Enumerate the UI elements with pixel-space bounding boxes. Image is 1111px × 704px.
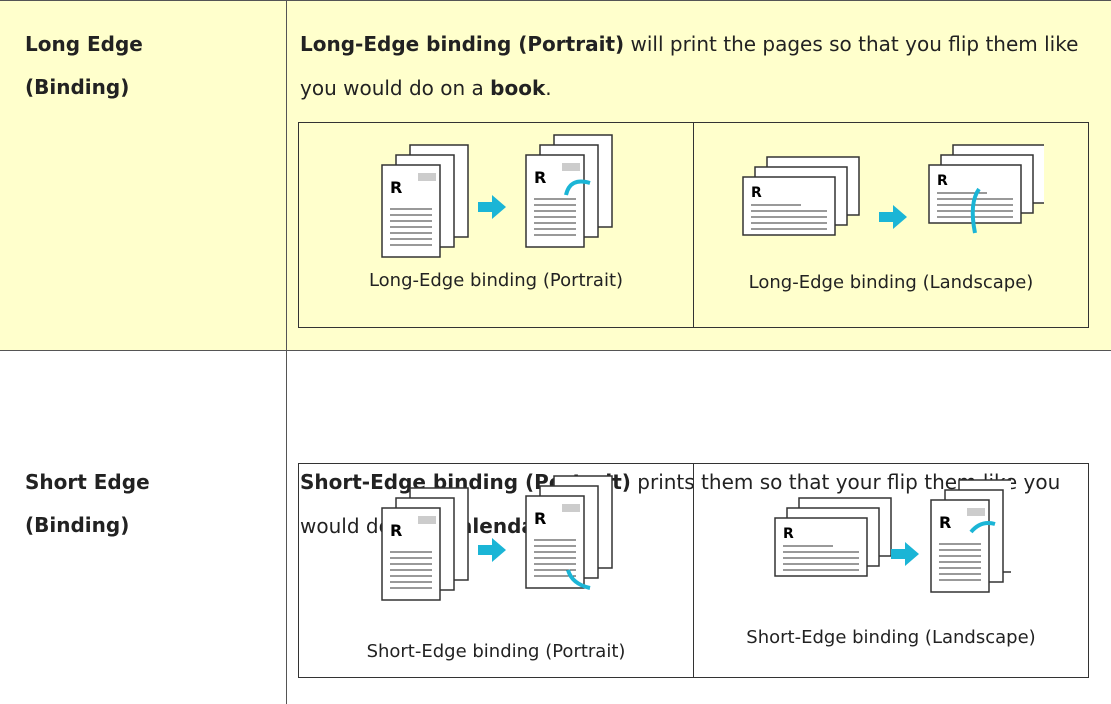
label-line: Short Edge	[25, 470, 150, 494]
text: .	[545, 76, 552, 100]
column-divider	[286, 0, 287, 704]
caption: Long-Edge binding (Portrait)	[368, 270, 624, 291]
figure-table: Short-Edge binding (Portrait) Short-Edge…	[298, 463, 1089, 678]
illustration	[739, 137, 1044, 269]
illustration	[771, 468, 1011, 616]
label-line: (Binding)	[25, 513, 130, 537]
label-line: Long Edge	[25, 32, 143, 56]
caption: Short-Edge binding (Portrait)	[366, 641, 626, 662]
text: will print the pages so that you flip th…	[300, 32, 1079, 100]
figure-cell: Short-Edge binding (Landscape)	[693, 464, 1088, 677]
figure-cell: Long-Edge binding (Portrait)	[299, 123, 693, 327]
bold-text: book	[490, 76, 546, 100]
caption: Long-Edge binding (Landscape)	[748, 272, 1034, 293]
figure-cell: Short-Edge binding (Portrait)	[299, 464, 693, 677]
row-label: Short Edge (Binding)	[25, 461, 150, 547]
illustration	[376, 468, 616, 616]
illustration	[376, 127, 616, 267]
figure-cell: Long-Edge binding (Landscape)	[693, 123, 1088, 327]
row-label: Long Edge (Binding)	[25, 23, 143, 109]
figure-table: Long-Edge binding (Portrait) Long-Edge b…	[298, 122, 1089, 328]
label-line: (Binding)	[25, 75, 130, 99]
bold-text: Long-Edge binding (Portrait)	[300, 32, 625, 56]
description: Long-Edge binding (Portrait) will print …	[300, 22, 1090, 110]
caption: Short-Edge binding (Landscape)	[746, 627, 1036, 648]
